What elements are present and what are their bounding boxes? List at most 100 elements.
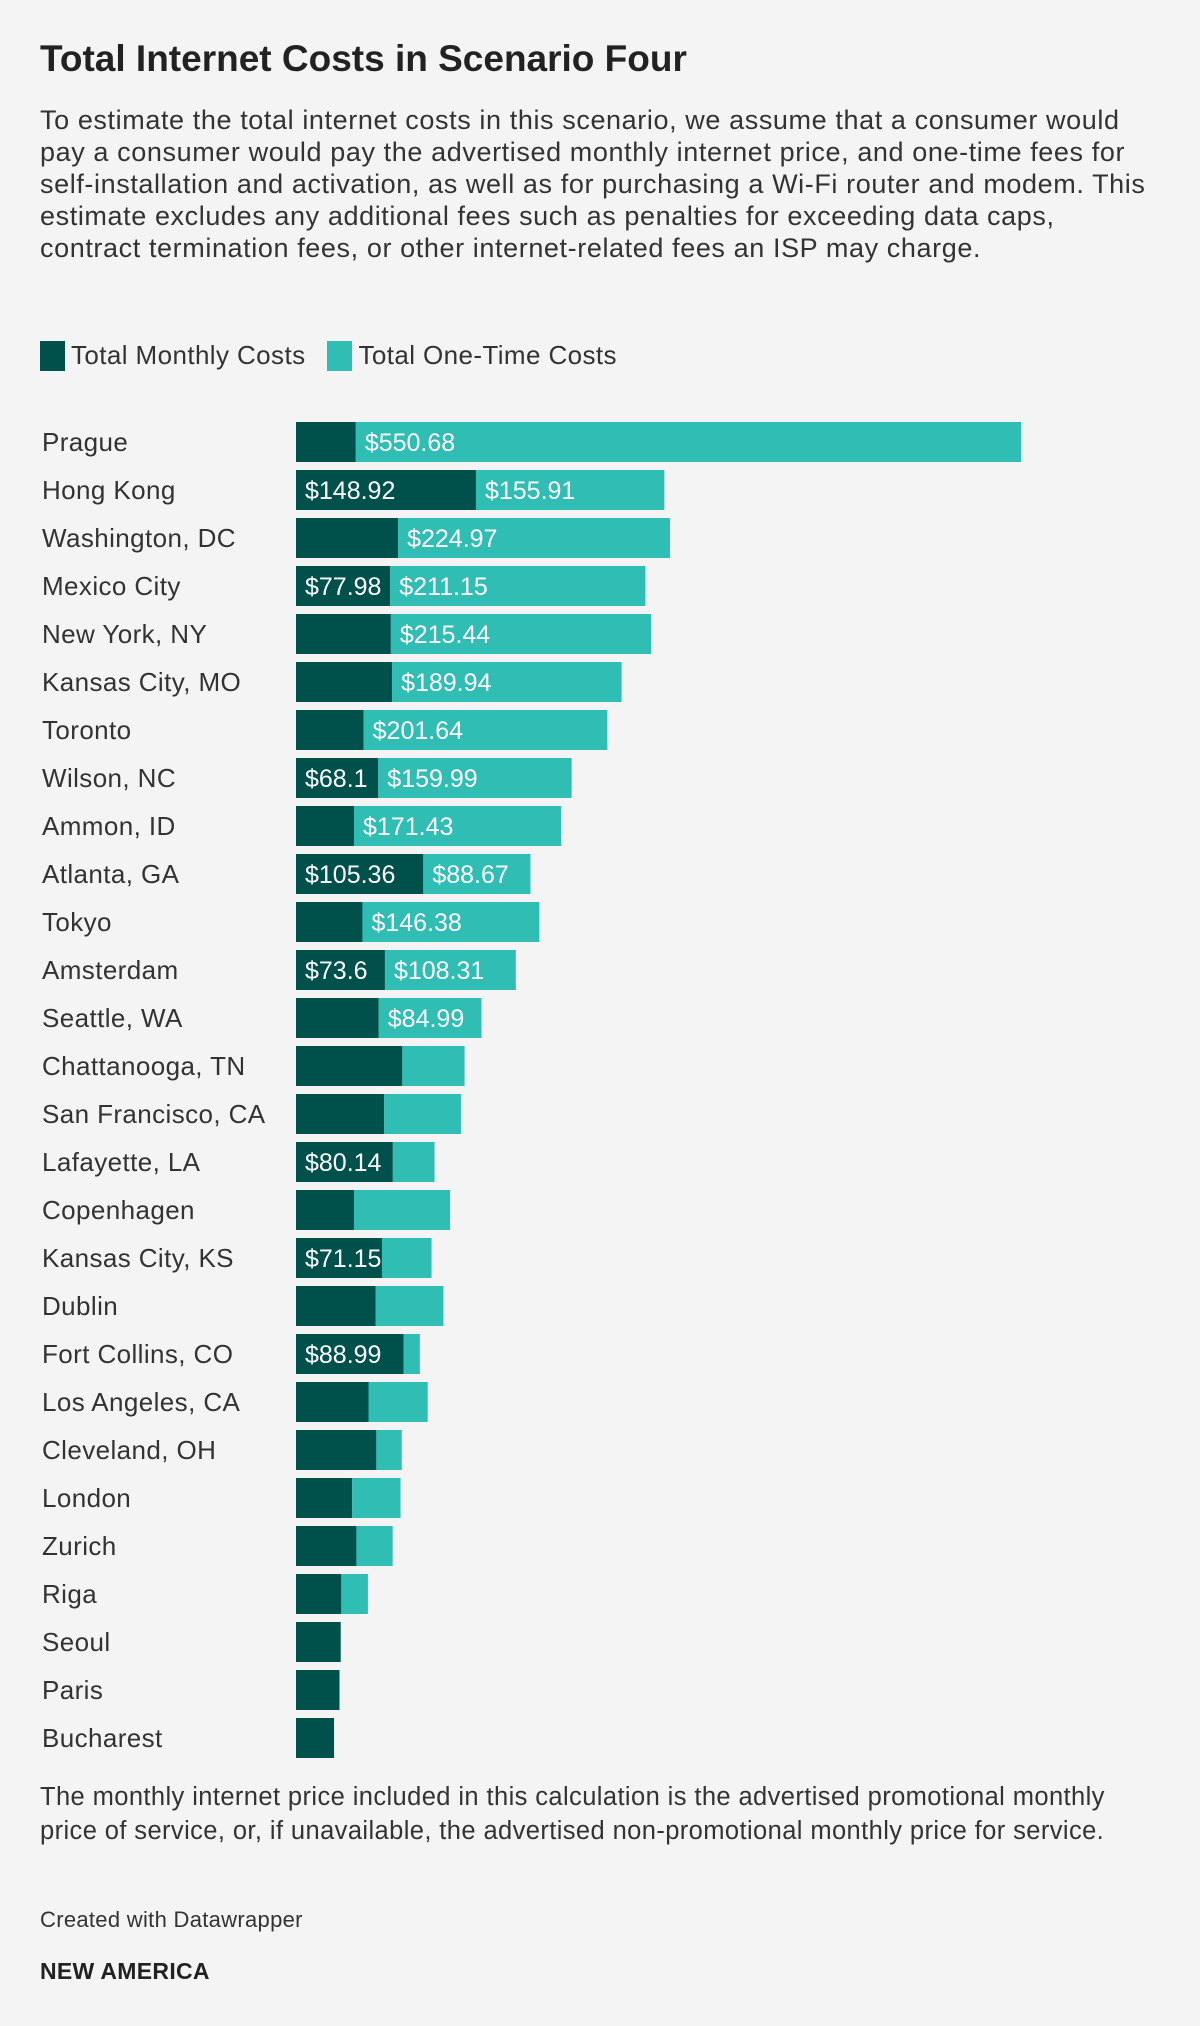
category-label-fort-collins-co: Fort Collins, CO bbox=[42, 1339, 233, 1369]
legend-label-monthly: Total Monthly Costs bbox=[71, 340, 306, 370]
bar-monthly-los-angeles-ca bbox=[296, 1382, 369, 1422]
value-label-one-time-atlanta-ga: $88.67 bbox=[432, 861, 508, 889]
bar-row-zurich: Zurich bbox=[42, 1526, 393, 1566]
bar-row-mexico-city: Mexico City $77.98 $211.15 bbox=[42, 566, 646, 606]
bar-one-time-new-york-ny bbox=[390, 614, 652, 654]
category-label-seoul: Seoul bbox=[42, 1627, 111, 1657]
chart-description: To estimate the total internet costs in … bbox=[40, 105, 1146, 263]
bar-monthly-paris bbox=[296, 1670, 340, 1710]
category-label-hong-kong: Hong Kong bbox=[42, 475, 176, 505]
bar-monthly-hong-kong bbox=[296, 470, 476, 510]
bar-row-lafayette-la: Lafayette, LA $80.14 bbox=[42, 1142, 435, 1182]
bar-one-time-toronto bbox=[363, 710, 608, 750]
category-label-london: London bbox=[42, 1483, 131, 1513]
value-label-one-time-toronto: $201.64 bbox=[373, 717, 463, 745]
bar-monthly-ammon-id bbox=[296, 806, 355, 846]
category-label-ammon-id: Ammon, ID bbox=[42, 811, 176, 841]
category-label-new-york-ny: New York, NY bbox=[42, 619, 207, 649]
bar-row-london: London bbox=[42, 1478, 401, 1518]
category-label-dublin: Dublin bbox=[42, 1291, 118, 1321]
category-label-san-francisco-ca: San Francisco, CA bbox=[42, 1099, 266, 1129]
value-label-one-time-ammon-id: $171.43 bbox=[363, 813, 453, 841]
bar-monthly-bucharest bbox=[296, 1718, 335, 1758]
category-label-copenhagen: Copenhagen bbox=[42, 1195, 195, 1225]
value-label-one-time-wilson-nc: $159.99 bbox=[387, 765, 477, 793]
value-label-monthly-hong-kong: $148.92 bbox=[305, 477, 395, 505]
category-label-chattanooga-tn: Chattanooga, TN bbox=[42, 1051, 246, 1081]
bar-row-cleveland-oh: Cleveland, OH bbox=[42, 1430, 402, 1470]
bar-monthly-copenhagen bbox=[296, 1190, 355, 1230]
category-label-atlanta-ga: Atlanta, GA bbox=[42, 859, 180, 889]
bar-row-riga: Riga bbox=[42, 1574, 368, 1614]
bar-monthly-seoul bbox=[296, 1622, 341, 1662]
bar-monthly-mexico-city bbox=[296, 566, 391, 606]
bar-monthly-san-francisco-ca bbox=[296, 1094, 385, 1134]
bar-one-time-atlanta-ga bbox=[423, 854, 531, 894]
bar-one-time-hong-kong bbox=[475, 470, 665, 510]
bar-row-san-francisco-ca: San Francisco, CA bbox=[42, 1094, 461, 1134]
bar-row-dublin: Dublin bbox=[42, 1286, 444, 1326]
category-label-mexico-city: Mexico City bbox=[42, 571, 181, 601]
category-label-prague: Prague bbox=[42, 427, 128, 457]
bar-monthly-riga bbox=[296, 1574, 342, 1614]
category-label-wilson-nc: Wilson, NC bbox=[42, 763, 176, 793]
legend-label-one-time: Total One-Time Costs bbox=[358, 340, 617, 370]
bar-one-time-cleveland-oh bbox=[376, 1430, 402, 1470]
legend-item-monthly: Total Monthly Costs bbox=[40, 340, 305, 371]
value-label-monthly-atlanta-ga: $105.36 bbox=[305, 861, 395, 889]
value-label-monthly-amsterdam: $73.6 bbox=[305, 957, 368, 985]
bar-one-time-ammon-id bbox=[354, 806, 562, 846]
bar-row-toronto: Toronto $201.64 bbox=[42, 710, 608, 750]
bar-one-time-kansas-city-mo bbox=[392, 662, 622, 702]
category-label-los-angeles-ca: Los Angeles, CA bbox=[42, 1387, 240, 1417]
bar-monthly-dublin bbox=[296, 1286, 376, 1326]
bar-monthly-lafayette-la bbox=[296, 1142, 393, 1182]
bar-one-time-lafayette-la bbox=[392, 1142, 435, 1182]
bar-one-time-riga bbox=[341, 1574, 368, 1614]
category-label-zurich: Zurich bbox=[42, 1531, 117, 1561]
bar-row-kansas-city-mo: Kansas City, MO $189.94 bbox=[42, 662, 622, 702]
bar-one-time-dublin bbox=[375, 1286, 444, 1326]
value-label-one-time-new-york-ny: $215.44 bbox=[400, 621, 490, 649]
bar-monthly-new-york-ny bbox=[296, 614, 391, 654]
bar-monthly-wilson-nc bbox=[296, 758, 379, 798]
bar-row-fort-collins-co: Fort Collins, CO $88.99 bbox=[42, 1334, 420, 1374]
bar-row-kansas-city-ks: Kansas City, KS $71.15 bbox=[42, 1238, 432, 1278]
value-label-one-time-tokyo: $146.38 bbox=[371, 909, 461, 937]
category-label-kansas-city-mo: Kansas City, MO bbox=[42, 667, 241, 697]
bar-monthly-zurich bbox=[296, 1526, 357, 1566]
bar-row-seattle-wa: Seattle, WA $84.99 bbox=[42, 998, 482, 1038]
value-label-one-time-hong-kong: $155.91 bbox=[485, 477, 575, 505]
value-label-one-time-washington-dc: $224.97 bbox=[407, 525, 497, 553]
bar-row-bucharest: Bucharest bbox=[42, 1718, 335, 1758]
bar-monthly-cleveland-oh bbox=[296, 1430, 377, 1470]
category-label-toronto: Toronto bbox=[42, 715, 132, 745]
bar-one-time-washington-dc bbox=[398, 518, 670, 558]
bar-row-tokyo: Tokyo $146.38 bbox=[42, 902, 540, 942]
bar-one-time-london bbox=[352, 1478, 401, 1518]
bar-one-time-tokyo bbox=[362, 902, 540, 942]
credit-text: Created with Datawrapper bbox=[40, 1907, 303, 1932]
bar-row-copenhagen: Copenhagen bbox=[42, 1190, 451, 1230]
bar-monthly-kansas-city-ks bbox=[296, 1238, 382, 1278]
bar-row-los-angeles-ca: Los Angeles, CA bbox=[42, 1382, 428, 1422]
bar-row-paris: Paris bbox=[42, 1670, 340, 1710]
bar-one-time-fort-collins-co bbox=[403, 1334, 420, 1374]
bar-row-prague: Prague $550.68 bbox=[42, 422, 1022, 462]
category-label-washington-dc: Washington, DC bbox=[42, 523, 236, 553]
bar-row-atlanta-ga: Atlanta, GA $105.36 $88.67 bbox=[42, 854, 531, 894]
bar-row-ammon-id: Ammon, ID $171.43 bbox=[42, 806, 562, 846]
legend-item-one-time: Total One-Time Costs bbox=[327, 340, 617, 371]
legend-swatch-monthly bbox=[40, 340, 65, 371]
bar-one-time-los-angeles-ca bbox=[368, 1382, 428, 1422]
footnote: The monthly internet price included in t… bbox=[40, 1783, 1105, 1845]
value-label-one-time-kansas-city-mo: $189.94 bbox=[401, 669, 491, 697]
bar-one-time-mexico-city bbox=[390, 566, 646, 606]
bar-one-time-copenhagen bbox=[354, 1190, 451, 1230]
category-label-lafayette-la: Lafayette, LA bbox=[42, 1147, 201, 1177]
legend: Total Monthly Costs Total One-Time Costs bbox=[40, 340, 629, 371]
bar-monthly-amsterdam bbox=[296, 950, 385, 990]
bar-row-seoul: Seoul bbox=[42, 1622, 341, 1662]
value-label-one-time-seattle-wa: $84.99 bbox=[388, 1005, 464, 1033]
bar-monthly-kansas-city-mo bbox=[296, 662, 393, 702]
